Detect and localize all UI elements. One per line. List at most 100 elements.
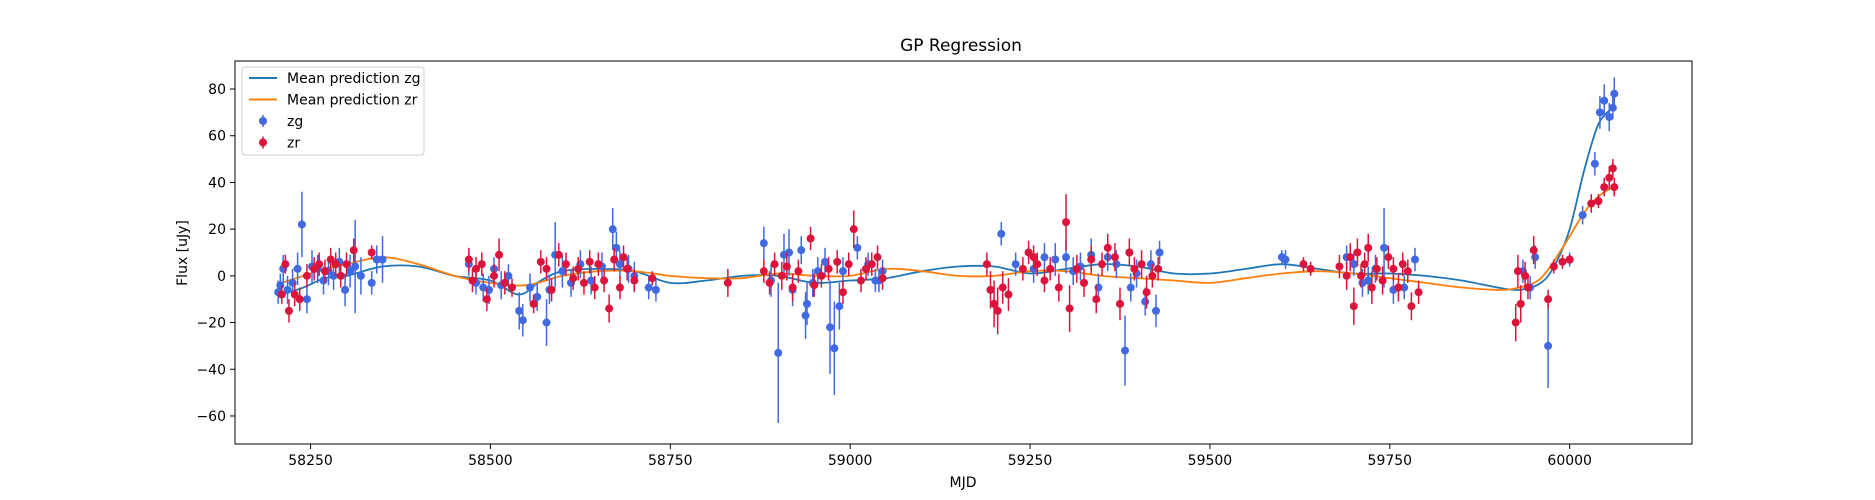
data-point xyxy=(1610,89,1619,98)
data-point xyxy=(833,257,842,266)
data-point xyxy=(504,271,513,280)
data-point xyxy=(1142,288,1151,297)
data-point xyxy=(820,257,829,266)
data-point xyxy=(1384,253,1393,262)
legend-label: Mean prediction zg xyxy=(287,71,421,87)
data-point xyxy=(817,271,826,280)
line-Mean prediction zg xyxy=(281,107,1614,296)
data-point xyxy=(1521,271,1530,280)
data-point xyxy=(1146,260,1155,269)
y-tick-label: −20 xyxy=(196,316,226,332)
data-point xyxy=(574,264,583,273)
data-point xyxy=(1511,318,1520,327)
y-tick-label: 20 xyxy=(208,222,226,238)
data-point xyxy=(1364,276,1373,285)
data-point xyxy=(472,264,481,273)
data-point xyxy=(281,260,290,269)
data-point xyxy=(1087,255,1096,264)
data-point xyxy=(585,257,594,266)
data-point xyxy=(1151,306,1160,315)
data-point xyxy=(542,318,551,327)
data-point xyxy=(849,225,858,234)
data-point xyxy=(1403,267,1412,276)
data-point xyxy=(1595,108,1604,117)
data-point xyxy=(1398,260,1407,269)
data-point xyxy=(569,274,578,283)
data-point xyxy=(651,285,660,294)
data-point xyxy=(561,260,570,269)
y-axis-label: Flux [uJy] xyxy=(175,220,191,286)
data-point xyxy=(284,306,293,315)
data-point xyxy=(468,276,477,285)
data-point xyxy=(873,253,882,262)
data-point xyxy=(547,285,556,294)
data-point xyxy=(1414,288,1423,297)
data-point xyxy=(1531,253,1540,262)
data-point xyxy=(464,255,473,264)
data-point xyxy=(1605,113,1614,122)
data-point xyxy=(500,278,509,287)
data-point xyxy=(1062,218,1071,227)
data-point xyxy=(297,220,306,229)
data-point xyxy=(1594,197,1603,206)
x-tick-label: 59250 xyxy=(1008,453,1053,469)
data-point xyxy=(1141,297,1150,306)
data-point xyxy=(1600,96,1609,105)
data-point xyxy=(982,260,991,269)
data-point xyxy=(1018,264,1027,273)
legend-label: zr xyxy=(287,136,300,152)
data-point xyxy=(1103,243,1112,252)
data-point xyxy=(1040,276,1049,285)
data-point xyxy=(378,255,387,264)
data-point xyxy=(1065,304,1074,313)
data-point xyxy=(998,283,1007,292)
data-point xyxy=(797,246,806,255)
legend-label: zg xyxy=(287,114,303,130)
data-point xyxy=(1516,299,1525,308)
data-point xyxy=(838,288,847,297)
data-point xyxy=(331,260,340,269)
data-point xyxy=(1046,264,1055,273)
data-point xyxy=(1608,103,1617,112)
data-point xyxy=(558,267,567,276)
data-point xyxy=(615,283,624,292)
data-point xyxy=(1558,257,1567,266)
data-point xyxy=(1346,253,1355,262)
data-point xyxy=(1367,283,1376,292)
data-point xyxy=(1513,267,1522,276)
plot-area: 58250 58500 58750 59000 59250 59500 59750 60000… xyxy=(196,60,1693,469)
data-point xyxy=(1121,346,1130,355)
data-point xyxy=(1137,260,1146,269)
data-point xyxy=(594,260,603,269)
data-point xyxy=(1080,278,1089,287)
data-point xyxy=(801,311,810,320)
data-point xyxy=(508,283,517,292)
data-point xyxy=(1155,248,1164,257)
y-tick-label: 80 xyxy=(208,82,226,98)
data-point xyxy=(878,274,887,283)
y-tick-label: 60 xyxy=(208,129,226,145)
data-point xyxy=(1004,290,1013,299)
legend-marker-swatch xyxy=(259,117,267,125)
data-point xyxy=(1610,183,1619,192)
data-point xyxy=(856,276,865,285)
data-point xyxy=(610,255,619,264)
data-point xyxy=(826,323,835,332)
x-tick-label: 59000 xyxy=(828,453,873,469)
data-point xyxy=(1148,271,1157,280)
data-point xyxy=(1364,243,1373,252)
data-point xyxy=(518,316,527,325)
x-tick-label: 59500 xyxy=(1188,453,1233,469)
data-point xyxy=(1605,173,1614,182)
data-point xyxy=(623,264,632,273)
data-point xyxy=(1372,264,1381,273)
data-point xyxy=(1578,211,1587,220)
data-point xyxy=(1051,255,1060,264)
data-point xyxy=(302,295,311,304)
data-point xyxy=(1033,260,1042,269)
y-tick-label: 40 xyxy=(208,175,226,191)
data-point xyxy=(1154,264,1163,273)
data-point xyxy=(529,299,538,308)
data-point xyxy=(293,264,302,273)
data-point xyxy=(1115,299,1124,308)
